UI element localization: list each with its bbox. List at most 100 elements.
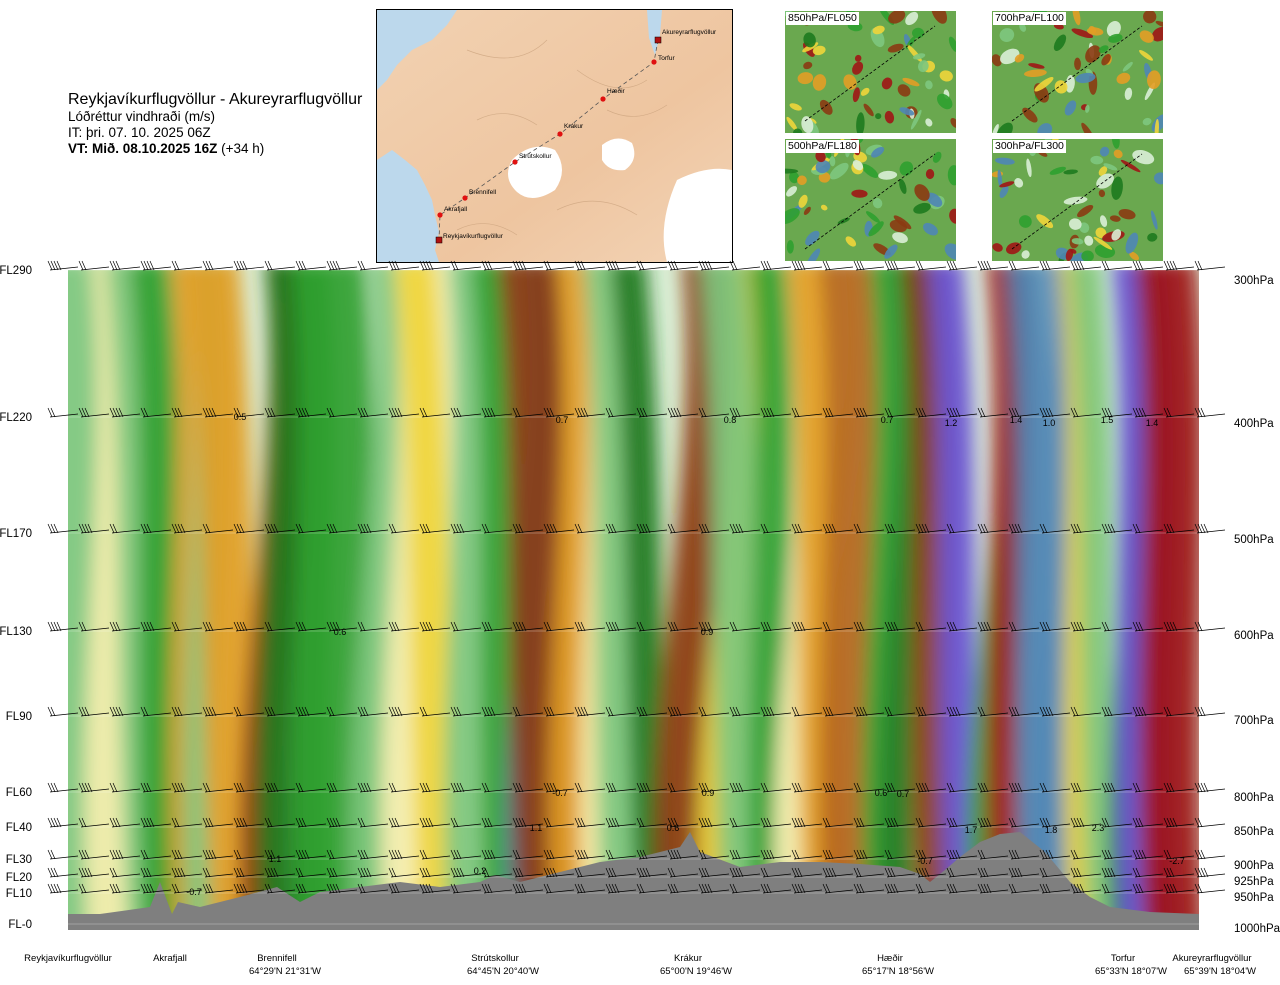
wind-barb bbox=[47, 782, 79, 793]
wind-barb bbox=[1070, 407, 1102, 418]
wind-barb bbox=[202, 883, 234, 894]
thumb-cell bbox=[803, 206, 811, 215]
wind-barb bbox=[636, 867, 668, 878]
thumb-cell bbox=[860, 87, 870, 96]
thumb-cell bbox=[884, 110, 895, 124]
wind-barb bbox=[357, 883, 389, 894]
wind-barb bbox=[698, 260, 730, 271]
wind-barb bbox=[574, 817, 606, 828]
thumb-cell bbox=[856, 112, 865, 133]
wind-barb bbox=[140, 706, 172, 717]
wind-barb bbox=[419, 817, 451, 828]
wind-barb bbox=[481, 883, 513, 894]
wind-barb bbox=[512, 260, 544, 271]
wind-barb bbox=[326, 523, 358, 534]
wind-barb bbox=[202, 706, 234, 717]
wind-barb bbox=[698, 706, 730, 717]
wind-barb bbox=[543, 817, 575, 828]
wind-barb bbox=[977, 883, 1009, 894]
thumb-cell bbox=[818, 172, 831, 183]
wind-barb bbox=[977, 621, 1009, 632]
waypoint-label: Akrafjall bbox=[444, 206, 468, 213]
thumbnail-500-map bbox=[785, 139, 956, 261]
wind-barb bbox=[1070, 883, 1102, 894]
wind-barb bbox=[760, 706, 792, 717]
thumb-cell bbox=[1084, 235, 1094, 246]
wind-barb bbox=[1101, 260, 1133, 271]
wind-barb bbox=[264, 867, 296, 878]
wind-barb bbox=[1163, 407, 1195, 418]
wind-barb bbox=[47, 407, 79, 418]
thumb-cell bbox=[871, 146, 885, 158]
wind-barb bbox=[388, 407, 420, 418]
wind-barb bbox=[1163, 849, 1195, 860]
wind-barb bbox=[915, 706, 947, 717]
wind-barb bbox=[667, 849, 699, 860]
thumb-cell bbox=[997, 169, 1003, 189]
thumb-cell bbox=[1000, 48, 1020, 65]
wind-barb bbox=[605, 817, 637, 828]
thumb-cell bbox=[939, 70, 953, 82]
thumbnail-500[interactable]: 500hPa/FL180 bbox=[785, 139, 956, 261]
wind-barb bbox=[729, 867, 761, 878]
wind-barb bbox=[357, 849, 389, 860]
wind-barb bbox=[636, 817, 668, 828]
wind-barb bbox=[791, 407, 823, 418]
velocity-band bbox=[928, 270, 983, 930]
thumb-cell bbox=[820, 204, 828, 211]
wind-barb bbox=[357, 706, 389, 717]
wind-barb bbox=[264, 883, 296, 894]
pressure-axis: 300hPa 400hPa 500hPa 600hPa 700hPa 800hPa 850h… bbox=[1234, 275, 1280, 935]
thumb-cell bbox=[1124, 87, 1133, 100]
wind-barb bbox=[1132, 407, 1164, 418]
wind-barb bbox=[543, 260, 575, 271]
thumb-cell bbox=[1095, 227, 1107, 239]
wind-barb bbox=[729, 621, 761, 632]
map-sea-west bbox=[377, 150, 439, 262]
wind-barb bbox=[1008, 782, 1040, 793]
wind-barb bbox=[1163, 782, 1195, 793]
thumbnail-300[interactable]: 300hPa/FL300 bbox=[992, 139, 1163, 261]
wind-barb bbox=[667, 260, 699, 271]
thumbnail-700[interactable]: 700hPa/FL100 bbox=[992, 11, 1163, 133]
wind-barb bbox=[1070, 706, 1102, 717]
wind-barb bbox=[946, 407, 978, 418]
wind-barb bbox=[667, 817, 699, 828]
map-glacier-vatnajokull bbox=[663, 168, 732, 262]
thumb-cell bbox=[1022, 107, 1038, 123]
wind-barb bbox=[1163, 260, 1195, 271]
thumb-cell bbox=[911, 27, 925, 39]
wind-barb bbox=[698, 849, 730, 860]
wind-barb bbox=[667, 523, 699, 534]
wind-barb bbox=[977, 849, 1009, 860]
thumbnail-700-label: 700hPa/FL100 bbox=[993, 12, 1066, 25]
thumb-cell bbox=[786, 186, 797, 197]
thumb-cell bbox=[872, 25, 885, 35]
wind-barb bbox=[388, 867, 420, 878]
thumb-cell bbox=[797, 175, 807, 186]
wind-barb bbox=[171, 523, 203, 534]
wind-barb bbox=[1008, 849, 1040, 860]
thumb-cell bbox=[892, 232, 908, 244]
wind-barb bbox=[140, 523, 172, 534]
wind-barb bbox=[1039, 849, 1071, 860]
thumb-cell bbox=[851, 189, 868, 198]
wind-barb bbox=[295, 621, 327, 632]
wind-barb bbox=[264, 706, 296, 717]
thumb-cell bbox=[902, 77, 920, 87]
wind-barb bbox=[357, 817, 389, 828]
wind-barb bbox=[481, 407, 513, 418]
wind-barb bbox=[946, 621, 978, 632]
thumb-cell bbox=[1143, 11, 1157, 24]
thumb-cell bbox=[1054, 80, 1068, 94]
wind-barb bbox=[822, 849, 854, 860]
wind-barb bbox=[1101, 407, 1133, 418]
location-label: Reykjavíkurflugvöllur bbox=[24, 953, 112, 964]
thumbnail-850[interactable]: 850hPa/FL050 bbox=[785, 11, 956, 133]
wind-barb bbox=[1132, 849, 1164, 860]
thumb-cell bbox=[1024, 69, 1047, 77]
hpa-tick-label: 1000hPa bbox=[1234, 923, 1280, 935]
wind-barb bbox=[1194, 706, 1226, 717]
wind-barb bbox=[450, 523, 482, 534]
wind-barb bbox=[109, 260, 141, 271]
